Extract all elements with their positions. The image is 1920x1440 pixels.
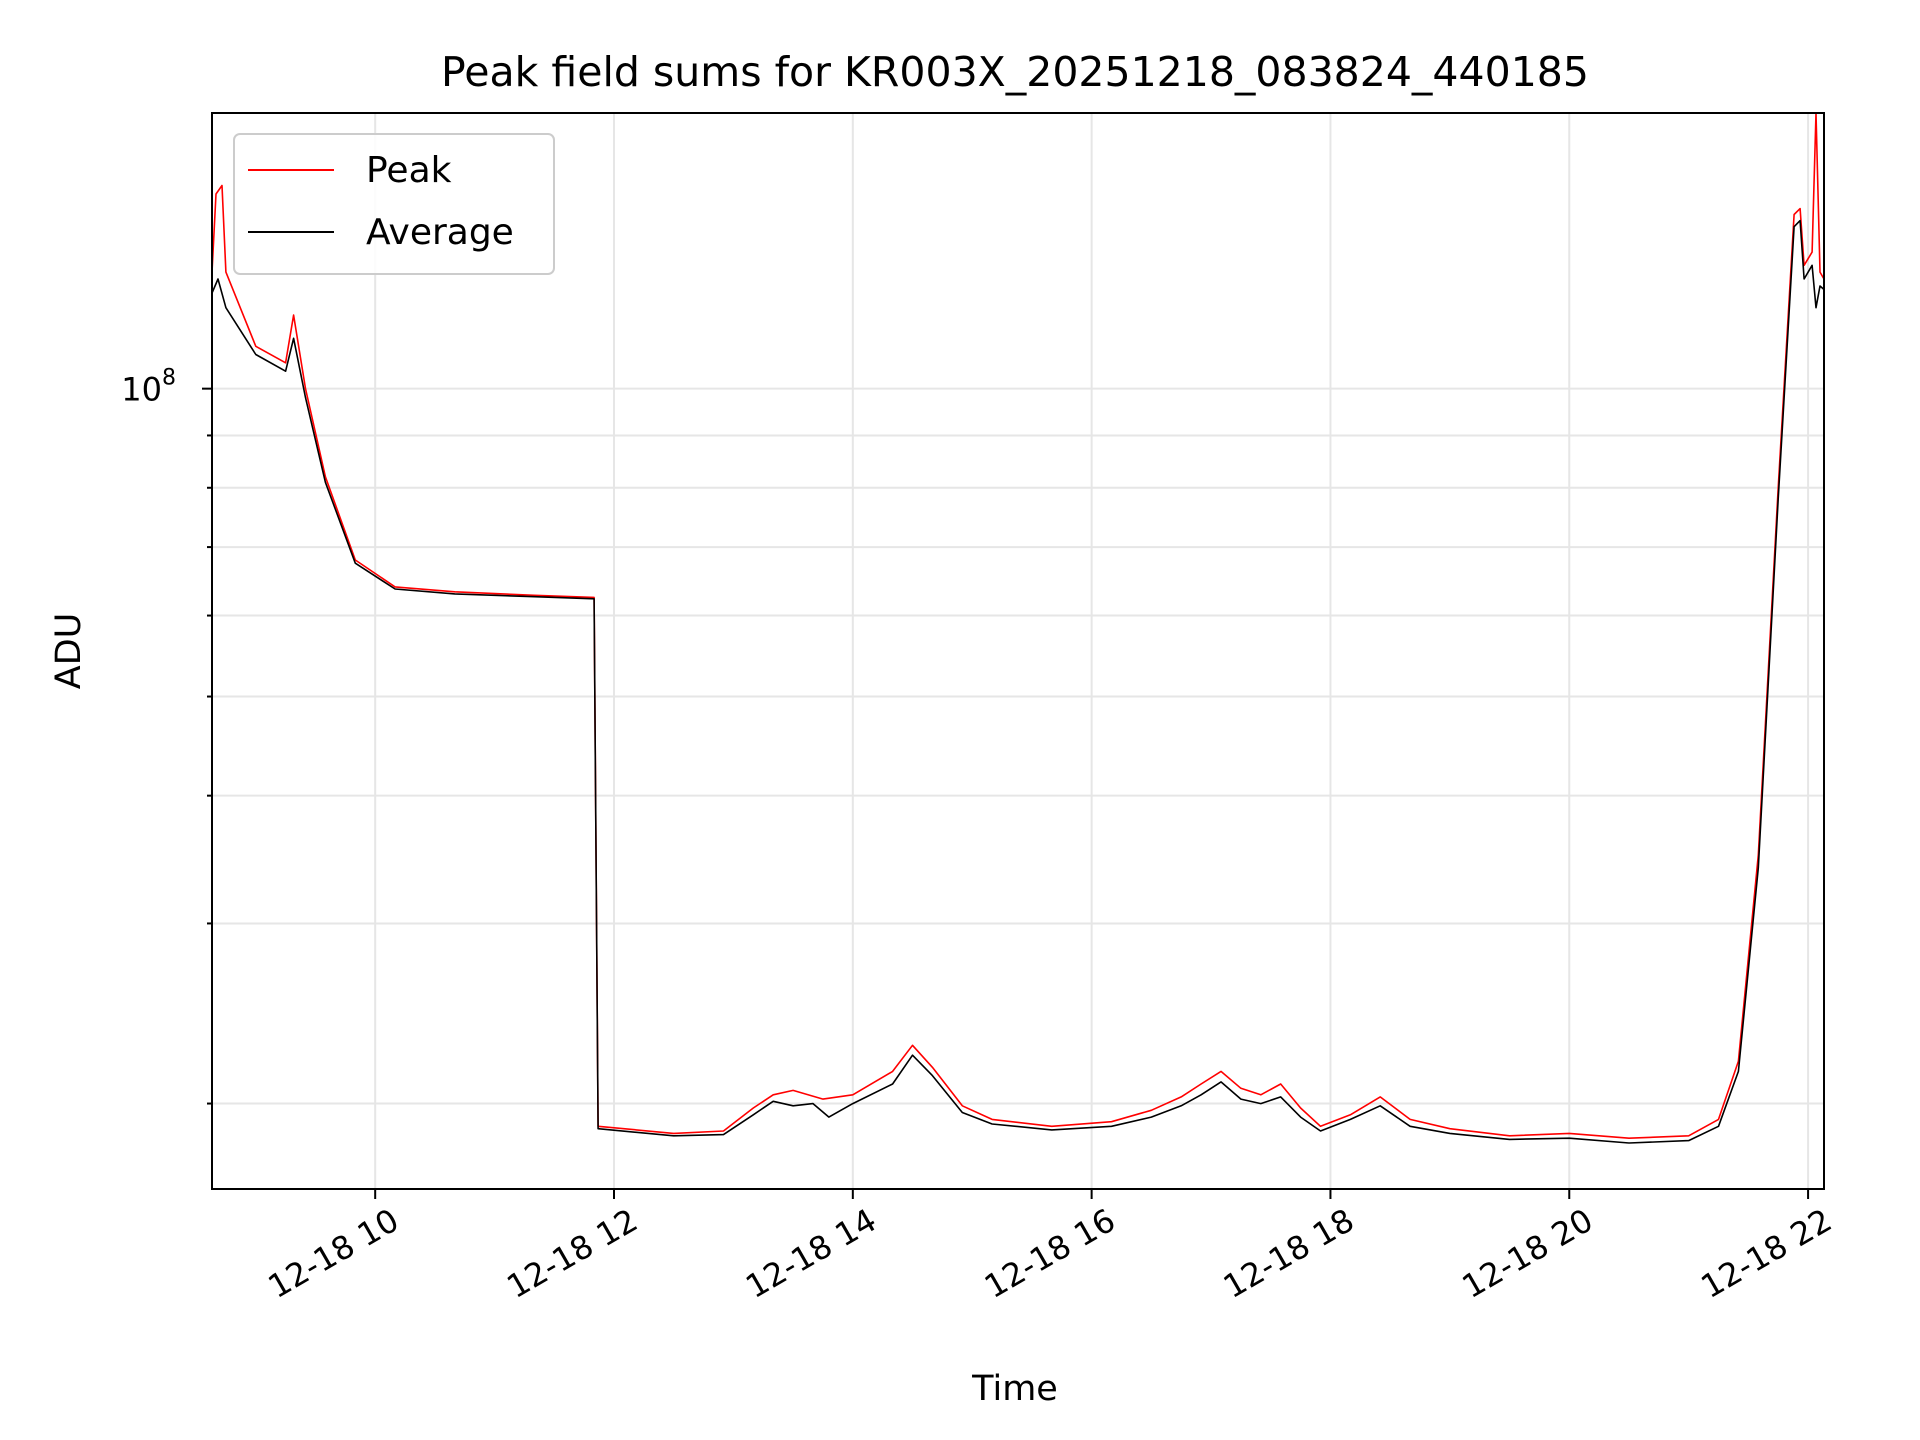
y-tick-exponent: 8 xyxy=(162,366,176,391)
series-layer xyxy=(211,112,1825,1144)
legend-label-peak: Peak xyxy=(366,150,452,191)
plot-frame xyxy=(211,112,1825,1190)
grid xyxy=(212,113,1824,1189)
y-tick-label: 108 xyxy=(121,366,176,409)
series-line-average xyxy=(211,219,1825,1144)
chart-title: Peak field sums for KR003X_20251218_0838… xyxy=(441,48,1589,96)
y-axis-label: ADU xyxy=(49,613,89,690)
legend: Peak Average xyxy=(233,133,555,275)
legend-label-average: Average xyxy=(366,212,514,253)
y-axis: 108 xyxy=(121,366,212,1105)
plot-area xyxy=(212,113,1824,1189)
y-tick-base: 10 xyxy=(121,371,162,409)
x-axis-label: Time xyxy=(971,1369,1058,1409)
series-line-peak xyxy=(211,112,1825,1139)
